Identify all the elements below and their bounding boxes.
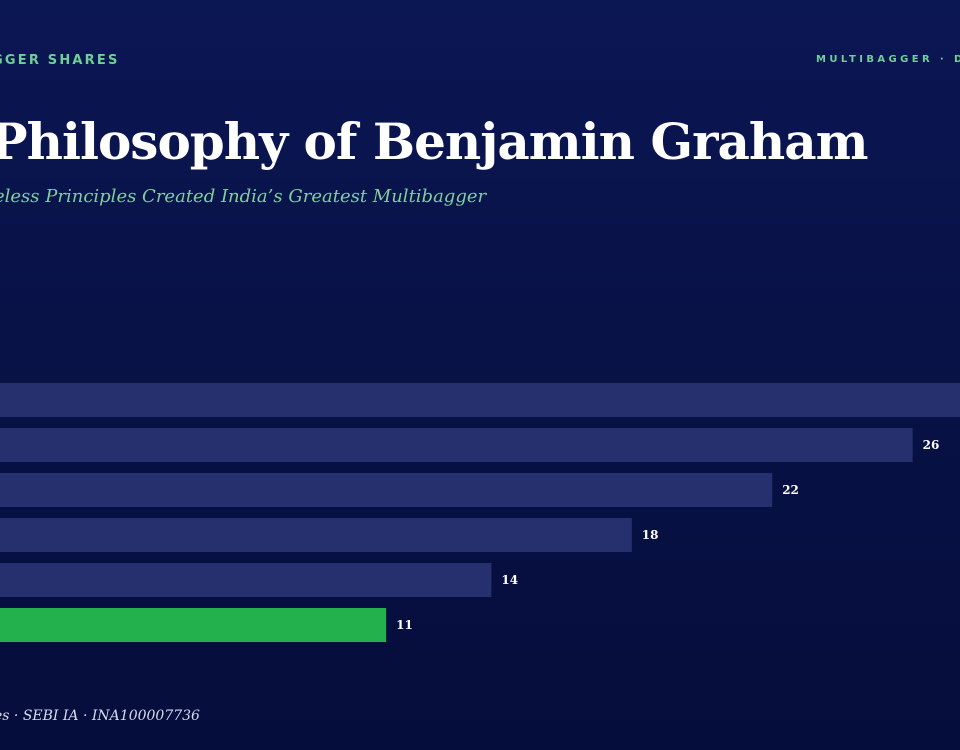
footer-credit: es · SEBI IA · INA100007736 — [0, 708, 200, 724]
bar-5 — [0, 608, 387, 642]
bar-4 — [0, 563, 492, 597]
bar-0 — [0, 383, 960, 417]
bar-value-label-5: 11 — [396, 618, 413, 632]
series-eyebrow: MULTIBAGGER · D — [816, 54, 960, 65]
bar-3 — [0, 518, 632, 552]
bar-1 — [0, 428, 913, 462]
bar-value-label-2: 22 — [782, 483, 799, 497]
bar-value-label-3: 18 — [642, 528, 659, 542]
brand-eyebrow: GGER SHARES — [0, 53, 120, 68]
bar-2 — [0, 473, 773, 507]
page-title: Philosophy of Benjamin Graham — [0, 112, 868, 171]
bar-value-label-1: 26 — [923, 438, 940, 452]
bar-value-label-4: 14 — [501, 573, 518, 587]
page-subtitle: eless Principles Created India’s Greates… — [0, 186, 487, 207]
